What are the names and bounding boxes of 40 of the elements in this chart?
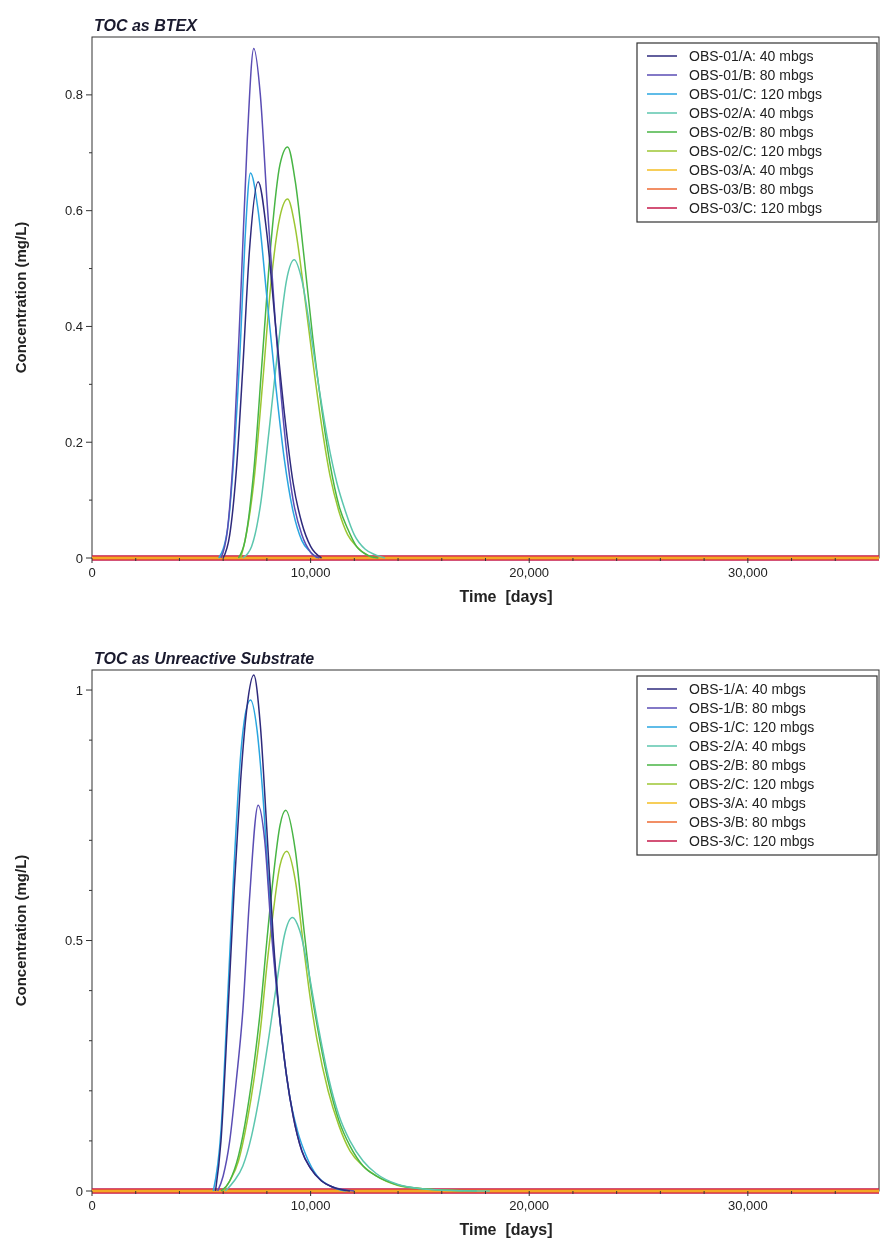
- chart-title: TOC as BTEX: [94, 17, 199, 34]
- legend-label: OBS-02/B: 80 mbgs: [689, 124, 814, 140]
- legend-label: OBS-03/C: 120 mbgs: [689, 200, 823, 216]
- legend-label: OBS-1/C: 120 mbgs: [689, 719, 815, 735]
- legend-label: OBS-01/B: 80 mbgs: [689, 67, 814, 83]
- legend-label: OBS-2/B: 80 mbgs: [689, 757, 806, 773]
- legend-label: OBS-03/A: 40 mbgs: [689, 162, 814, 178]
- x-axis-title: Time [days]: [459, 588, 553, 605]
- y-tick-label: 0.6: [64, 203, 83, 219]
- x-tick-label: 20,000: [509, 565, 550, 580]
- legend-label: OBS-1/B: 80 mbgs: [689, 700, 806, 716]
- x-tick-label: 30,000: [727, 565, 768, 580]
- y-tick-label: 0.8: [64, 87, 83, 103]
- x-tick-label: 10,000: [290, 565, 331, 580]
- y-tick-label: 0: [75, 550, 83, 566]
- x-tick-label: 0: [88, 565, 96, 580]
- legend-label: OBS-2/A: 40 mbgs: [689, 738, 806, 754]
- x-axis-title: Time [days]: [459, 1221, 553, 1238]
- x-tick-label: 10,000: [290, 1198, 331, 1213]
- y-tick-label: 0.4: [64, 318, 83, 334]
- y-tick-label: 1: [75, 682, 83, 698]
- x-tick-label: 0: [88, 1198, 96, 1213]
- legend-label: OBS-01/C: 120 mbgs: [689, 86, 823, 102]
- chart-title: TOC as Unreactive Substrate: [94, 650, 315, 667]
- y-tick-label: 0.2: [64, 434, 83, 450]
- y-axis-title: Concentration (mg/L): [12, 221, 29, 374]
- x-tick-label: 30,000: [727, 1198, 768, 1213]
- legend-label: OBS-2/C: 120 mbgs: [689, 776, 815, 792]
- legend-label: OBS-02/A: 40 mbgs: [689, 105, 814, 121]
- legend-label: OBS-1/A: 40 mbgs: [689, 681, 806, 697]
- x-tick-label: 20,000: [509, 1198, 550, 1213]
- legend-label: OBS-03/B: 80 mbgs: [689, 181, 814, 197]
- legend-label: OBS-3/A: 40 mbgs: [689, 795, 806, 811]
- legend-label: OBS-02/C: 120 mbgs: [689, 143, 823, 159]
- y-tick-label: 0: [75, 1183, 83, 1199]
- y-tick-label: 0.5: [64, 933, 83, 949]
- legend-label: OBS-01/A: 40 mbgs: [689, 48, 814, 64]
- legend-label: OBS-3/C: 120 mbgs: [689, 833, 815, 849]
- y-axis-title: Concentration (mg/L): [12, 854, 29, 1007]
- legend-label: OBS-3/B: 80 mbgs: [689, 814, 806, 830]
